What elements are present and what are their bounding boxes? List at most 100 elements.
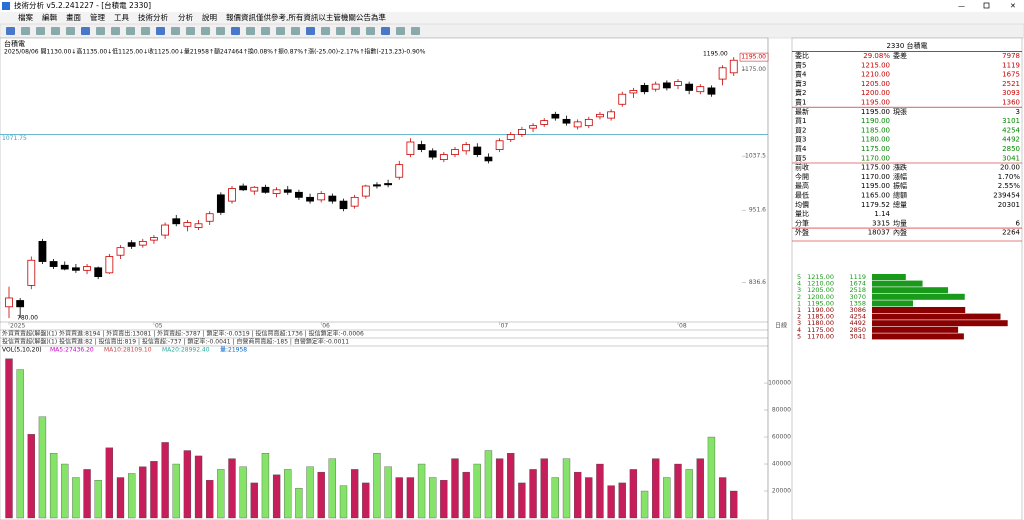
depth-price: 1215.00 bbox=[807, 273, 834, 281]
menu-item[interactable]: 檔案 bbox=[18, 12, 33, 22]
depth-level: 3 bbox=[797, 319, 801, 327]
quote-value: 1190.00 bbox=[861, 117, 890, 125]
volume-bar bbox=[440, 480, 448, 519]
quote-value: 2264 bbox=[1002, 229, 1020, 237]
menu-item[interactable]: 畫面 bbox=[66, 12, 81, 22]
tool-button[interactable] bbox=[126, 27, 135, 35]
tool-button[interactable] bbox=[231, 27, 240, 35]
depth-bar bbox=[872, 300, 914, 307]
volume-bar bbox=[607, 485, 615, 519]
depth-bar bbox=[872, 333, 964, 340]
volume-legend: MA10:28109.10 bbox=[104, 347, 152, 354]
quote-value: 239454 bbox=[993, 192, 1020, 200]
candle-body bbox=[16, 300, 25, 308]
candle-body bbox=[228, 188, 236, 202]
tool-button[interactable] bbox=[66, 27, 75, 35]
tool-button[interactable] bbox=[141, 27, 150, 35]
tool-button[interactable] bbox=[411, 27, 420, 35]
y-tick-label: 80000 bbox=[772, 407, 791, 414]
x-tick-label: 2025 bbox=[10, 323, 25, 330]
quote-value: 1210.00 bbox=[861, 71, 890, 79]
tool-button[interactable] bbox=[351, 27, 360, 35]
volume-bar bbox=[495, 458, 504, 519]
y-tick-label: 836.6 bbox=[749, 279, 766, 286]
candle-body bbox=[161, 224, 170, 236]
x-tick-label: 06 bbox=[322, 323, 330, 330]
tool-button[interactable] bbox=[156, 27, 165, 35]
depth-volume: 4492 bbox=[849, 319, 866, 327]
tool-button[interactable] bbox=[171, 27, 180, 35]
tool-button[interactable] bbox=[261, 27, 270, 35]
candle-body bbox=[439, 154, 448, 161]
minimize[interactable]: — bbox=[958, 2, 965, 10]
volume-bar bbox=[373, 453, 381, 519]
volume-bar bbox=[518, 482, 526, 519]
tool-button[interactable] bbox=[336, 27, 345, 35]
quote-label: 內盤 bbox=[893, 228, 907, 237]
depth-volume: 3041 bbox=[849, 332, 866, 340]
high-label: 1195.00 bbox=[703, 51, 728, 58]
menu-item[interactable]: 管理 bbox=[90, 12, 105, 22]
tool-button[interactable] bbox=[366, 27, 375, 35]
tool-button[interactable] bbox=[111, 27, 120, 35]
quote-label: 賣4 bbox=[795, 70, 807, 79]
depth-price: 1205.00 bbox=[807, 286, 834, 294]
reference-label: 1071.75 bbox=[2, 135, 27, 142]
quote-value: 1175.00 bbox=[861, 164, 890, 172]
candle-body bbox=[60, 264, 69, 270]
volume-bar bbox=[652, 458, 660, 519]
quote-panel bbox=[791, 37, 1023, 520]
tool-button[interactable] bbox=[216, 27, 225, 35]
depth-price: 1190.00 bbox=[807, 306, 834, 314]
volume-bar bbox=[451, 458, 459, 519]
candle-body bbox=[94, 267, 103, 278]
volume-bar bbox=[529, 469, 537, 519]
candle-body bbox=[105, 256, 114, 274]
tool-button[interactable] bbox=[276, 27, 285, 35]
tool-button[interactable] bbox=[246, 27, 255, 35]
chart-frame bbox=[0, 37, 769, 520]
quote-label: 買3 bbox=[795, 136, 806, 144]
tool-button[interactable] bbox=[96, 27, 105, 35]
volume-bar bbox=[562, 458, 571, 519]
candle-body bbox=[239, 185, 248, 191]
candle-body bbox=[306, 196, 314, 202]
quote-label: 買2 bbox=[795, 126, 806, 134]
tool-button[interactable] bbox=[51, 27, 60, 35]
candle-body bbox=[250, 186, 259, 192]
candle-body bbox=[339, 200, 348, 210]
tool-button[interactable] bbox=[201, 27, 210, 35]
volume-legend: MA5:27436.20 bbox=[50, 347, 94, 354]
quote-title: 2330 台積電 bbox=[886, 41, 927, 50]
tool-button[interactable] bbox=[321, 27, 330, 35]
tool-button[interactable] bbox=[6, 27, 15, 35]
menu-item[interactable]: 分析 bbox=[178, 12, 193, 22]
close[interactable]: ✕ bbox=[1010, 2, 1016, 10]
tool-button[interactable] bbox=[306, 27, 315, 35]
tool-button[interactable] bbox=[81, 27, 90, 35]
volume-bar bbox=[718, 477, 727, 519]
menu-item[interactable]: 工具 bbox=[114, 13, 129, 22]
menu-item[interactable]: 編輯 bbox=[42, 12, 57, 22]
quote-value: 1195.00 bbox=[861, 182, 890, 190]
tool-button[interactable] bbox=[36, 27, 45, 35]
candle-body bbox=[150, 237, 158, 241]
quote-label: 均量 bbox=[893, 218, 907, 227]
quote-label: 現張 bbox=[893, 108, 907, 116]
tool-button[interactable] bbox=[186, 27, 195, 35]
quote-value: 3315 bbox=[872, 219, 890, 227]
maximize[interactable] bbox=[983, 2, 990, 9]
depth-price: 1200.00 bbox=[807, 293, 834, 301]
quote-value: 1185.00 bbox=[861, 126, 890, 134]
tool-button[interactable] bbox=[21, 27, 30, 35]
menu-item[interactable]: 技術分析 bbox=[138, 12, 168, 22]
toolbar bbox=[0, 23, 1024, 39]
tool-button[interactable] bbox=[381, 27, 390, 35]
menu-item[interactable]: 說明 bbox=[202, 12, 217, 22]
tool-button[interactable] bbox=[396, 27, 405, 35]
volume-bar bbox=[618, 482, 626, 519]
tool-button[interactable] bbox=[291, 27, 300, 35]
quote-label: 最高 bbox=[795, 181, 809, 190]
quote-label: 買1 bbox=[795, 117, 806, 125]
volume-bar bbox=[295, 488, 303, 519]
